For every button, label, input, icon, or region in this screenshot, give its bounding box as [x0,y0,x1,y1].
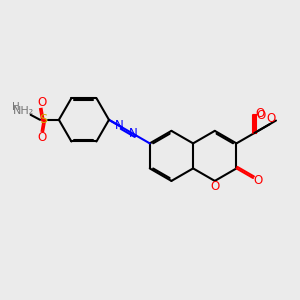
Text: O: O [256,109,266,122]
Text: NH₂: NH₂ [13,106,34,116]
Text: O: O [266,112,276,125]
Text: O: O [37,96,46,109]
Text: O: O [210,180,219,193]
Text: H: H [12,102,20,112]
Text: N: N [129,127,138,140]
Text: S: S [40,113,48,126]
Text: O: O [256,107,265,120]
Text: N: N [115,119,124,132]
Text: O: O [37,131,46,144]
Text: O: O [254,174,263,188]
